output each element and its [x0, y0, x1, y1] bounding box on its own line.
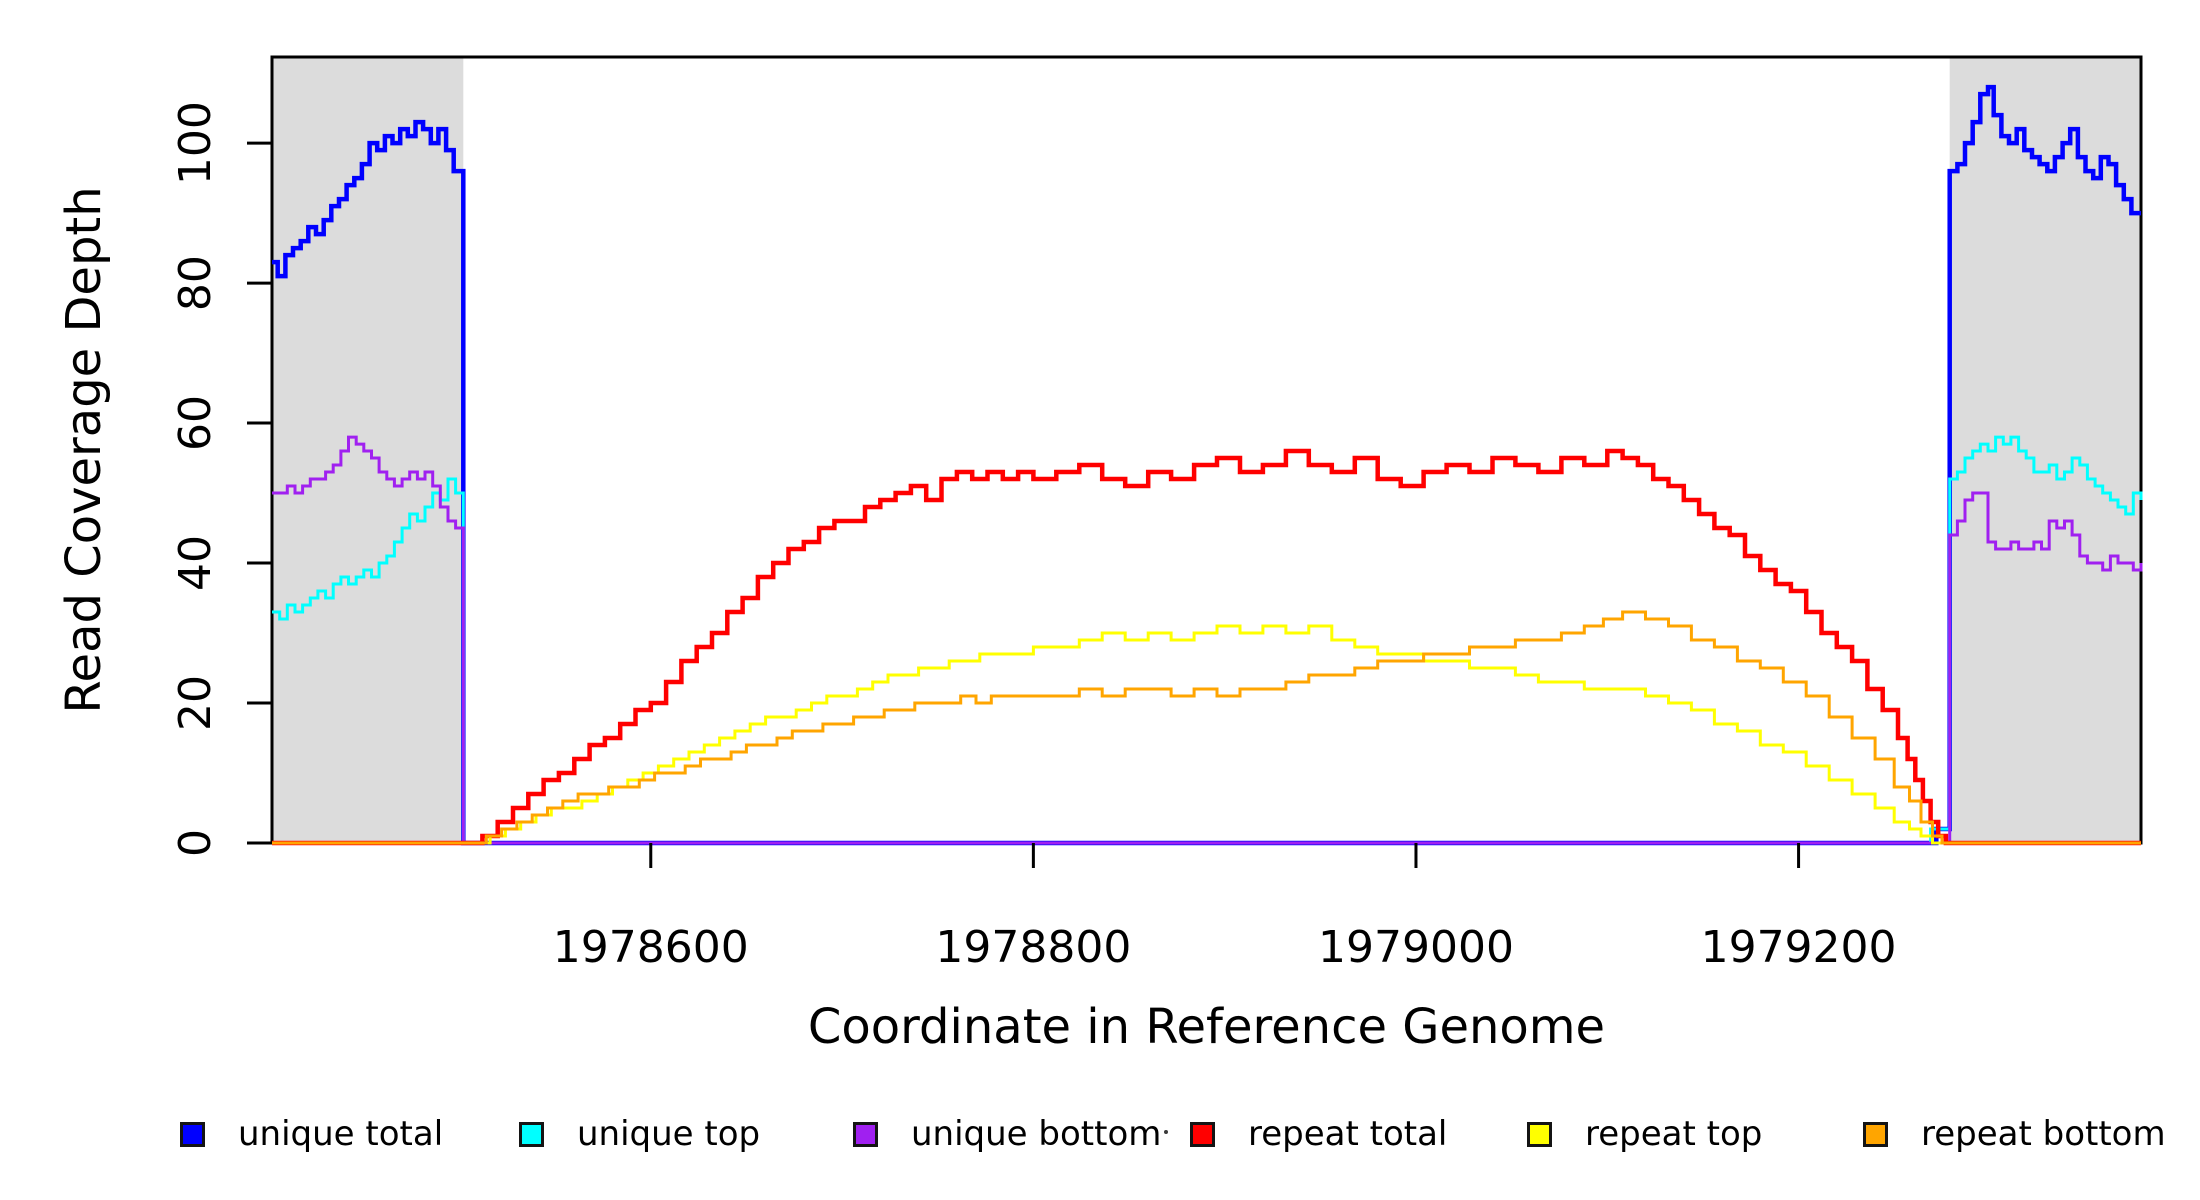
series-unique-bottom [272, 435, 2143, 845]
y-axis-title: Read Coverage Depth [56, 186, 112, 713]
x-tick-label: 1979200 [1701, 922, 1897, 973]
y-tick-label: 40 [170, 535, 221, 591]
stray-point [1164, 1130, 1168, 1134]
series-repeat-total [272, 448, 2141, 846]
series-repeat-top [272, 624, 2141, 845]
x-axis-title: Coordinate in Reference Genome [808, 999, 1605, 1055]
y-tick-label: 60 [170, 395, 221, 451]
y-tick-label: 100 [170, 101, 221, 185]
plot-border [270, 55, 2143, 845]
series-repeat-bottom [272, 610, 2141, 845]
x-tick-label: 1978800 [935, 922, 1131, 973]
y-tick-label: 20 [170, 675, 221, 731]
y-tick-label: 80 [170, 255, 221, 311]
x-tick-label: 1979000 [1318, 922, 1514, 973]
y-tick-label: 0 [170, 829, 221, 857]
axes: 1978600 1978800 1979000 1979200 0 20 40 60 80 100 [170, 101, 1897, 973]
shaded-regions [272, 57, 2141, 843]
series-layer [272, 84, 2143, 846]
x-tick-label: 1978600 [553, 922, 749, 973]
